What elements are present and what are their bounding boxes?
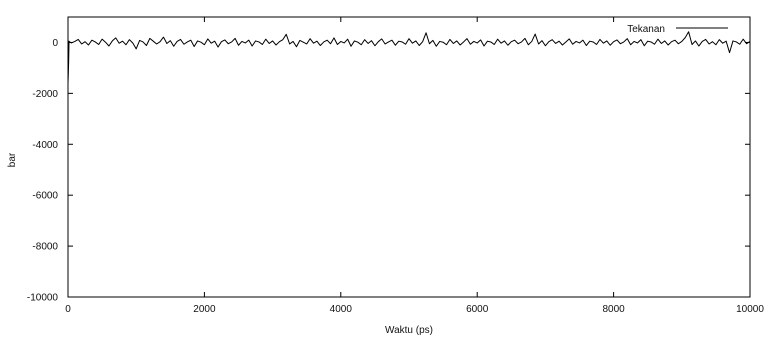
x-tick-label: 4000	[330, 304, 353, 315]
x-tick-label: 2000	[193, 304, 216, 315]
x-axis: 0 2000 4000 6000 8000 10000	[65, 17, 764, 315]
plot-area	[67, 16, 751, 298]
series-line-tekanan	[67, 31, 751, 84]
y-axis: -10000 -8000 -6000 -4000 -2000 0	[27, 38, 750, 304]
x-axis-label: Waktu (ps)	[385, 325, 433, 336]
y-tick-label: 0	[52, 38, 58, 49]
y-tick-label: -8000	[32, 242, 58, 253]
legend: Tekanan	[627, 24, 728, 35]
series-group	[67, 31, 751, 84]
x-tick-label: 6000	[466, 304, 489, 315]
y-tick-label: -2000	[32, 89, 58, 100]
y-tick-label: -6000	[32, 191, 58, 202]
y-tick-label: -10000	[27, 293, 59, 304]
x-tick-label: 10000	[736, 304, 764, 315]
x-tick-label: 0	[65, 304, 71, 315]
y-axis-label: bar	[7, 152, 18, 167]
x-tick-label: 8000	[602, 304, 625, 315]
y-tick-label: -4000	[32, 140, 58, 151]
plot-frame	[67, 16, 751, 298]
legend-label-tekanan: Tekanan	[627, 24, 665, 35]
